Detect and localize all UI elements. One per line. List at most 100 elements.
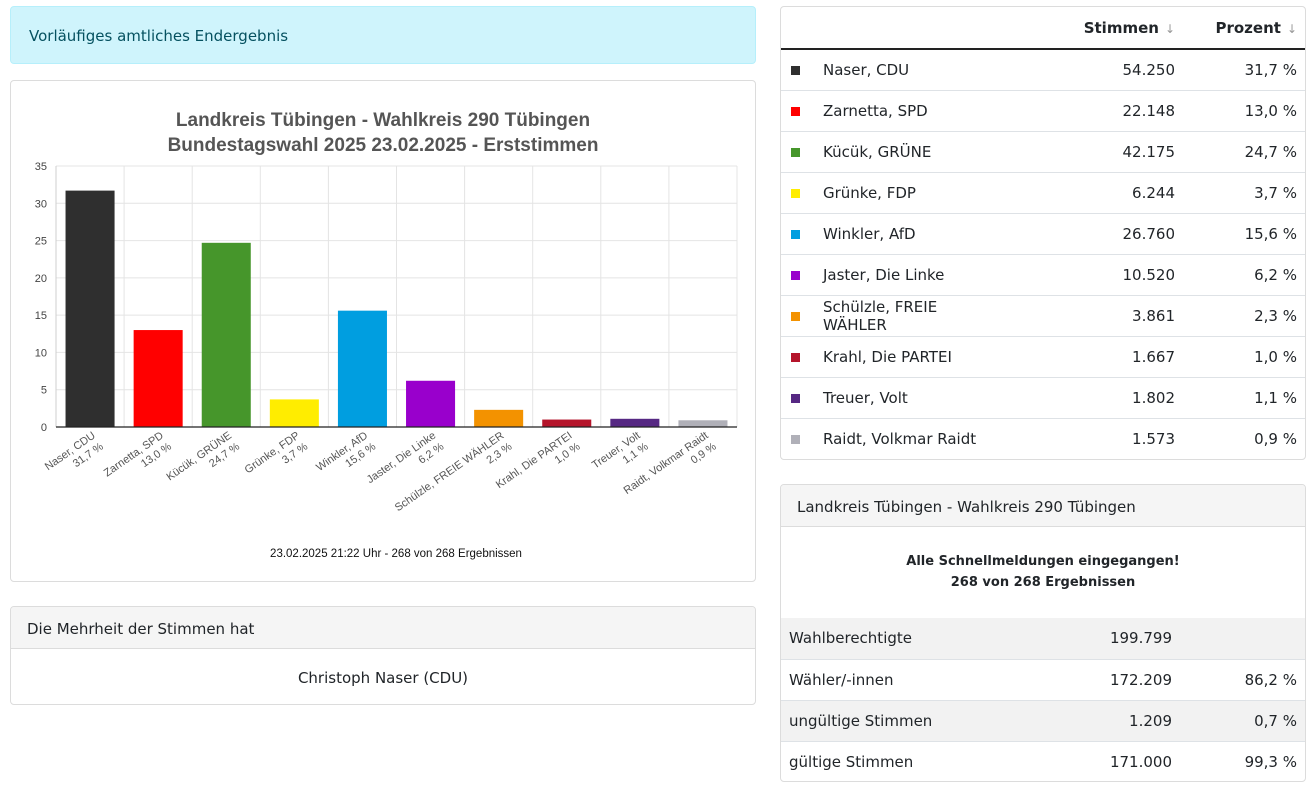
percent-column-label: Prozent: [1215, 18, 1281, 37]
candidate-votes: 1.573: [1132, 429, 1175, 448]
sort-arrow-icon: ↓: [1286, 21, 1297, 36]
results-header-row: Stimmen ↓ Prozent ↓: [781, 7, 1305, 50]
bar-chart: Landkreis Tübingen - Wahlkreis 290 Tübin…: [35, 110, 738, 560]
candidate-percent: 31,7 %: [1183, 49, 1305, 91]
party-color-cell: [781, 213, 815, 255]
chart-bar: [65, 190, 115, 427]
chart-bar: [678, 420, 728, 427]
summary-percent: 99,3 %: [1244, 752, 1297, 771]
result-row: Krahl, Die PARTEI 1.667 1,0 %: [781, 336, 1305, 378]
party-color-swatch: [791, 352, 800, 362]
results-body: Naser, CDU 54.250 31,7 % Zarnetta, SPD 22.14…: [781, 49, 1305, 459]
percent-column-header[interactable]: Prozent ↓: [1183, 7, 1305, 50]
result-row: Winkler, AfD 26.760 15,6 %: [781, 213, 1305, 255]
result-row: Jaster, Die Linke 10.520 6,2 %: [781, 254, 1305, 296]
summary-table: Wahlberechtigte 199.799 Wähler/-innen 172.2…: [781, 618, 1305, 781]
candidate-percent: 2,3 %: [1183, 295, 1305, 337]
party-color-swatch: [791, 311, 800, 321]
votes-column-label: Stimmen: [1083, 18, 1159, 37]
candidate-votes: 26.760: [1013, 213, 1183, 255]
reporting-notice-line1: Alle Schnellmeldungen eingegangen!: [906, 554, 1180, 569]
summary-percent: 0,7 %: [1180, 700, 1305, 742]
results-table: Stimmen ↓ Prozent ↓ Naser, CDU 54.250 31,7 %…: [781, 7, 1305, 459]
y-tick-label: 25: [35, 236, 47, 248]
party-color-cell: [781, 131, 815, 173]
party-color-swatch: [791, 434, 800, 444]
party-color-cell: [781, 377, 815, 419]
candidate-votes: 6.244: [1013, 172, 1183, 214]
party-color-cell: [781, 172, 815, 214]
summary-percent: 86,2 %: [1180, 659, 1305, 701]
party-color-swatch: [791, 229, 800, 239]
summary-label: gültige Stimmen: [789, 752, 914, 771]
results-card: Stimmen ↓ Prozent ↓ Naser, CDU 54.250 31,7 %…: [780, 6, 1306, 460]
candidate-name: Grünke, FDP: [815, 172, 1013, 214]
candidate-percent: 0,9 %: [1254, 429, 1297, 448]
summary-row: Wahlberechtigte 199.799: [781, 618, 1305, 660]
candidate-name: Krahl, Die PARTEI: [815, 336, 1013, 378]
result-row: Naser, CDU 54.250 31,7 %: [781, 49, 1305, 91]
summary-row: Wähler/-innen 172.209 86,2 %: [781, 659, 1305, 701]
result-row: Raidt, Volkmar Raidt 1.573 0,9 %: [781, 418, 1305, 459]
party-color-cell: [781, 336, 815, 378]
votes-column-header[interactable]: Stimmen ↓: [1013, 7, 1183, 50]
party-color-cell: [781, 418, 815, 459]
y-tick-label: 20: [35, 273, 47, 285]
candidate-percent: 3,7 %: [1183, 172, 1305, 214]
sort-arrow-icon: ↓: [1164, 21, 1175, 36]
party-color-cell: [781, 90, 815, 132]
y-tick-label: 10: [35, 347, 47, 359]
candidate-percent: 13,0 %: [1183, 90, 1305, 132]
chart-bar: [542, 419, 592, 427]
y-tick-label: 30: [35, 198, 47, 210]
candidate-name: Kücük, GRÜNE: [815, 131, 1013, 173]
result-row: Zarnetta, SPD 22.148 13,0 %: [781, 90, 1305, 132]
party-color-cell: [781, 49, 815, 91]
color-column-header: [781, 7, 815, 50]
chart-card: Landkreis Tübingen - Wahlkreis 290 Tübin…: [10, 80, 756, 582]
chart-title-line: Bundestagswahl 2025 23.02.2025 - Erststi…: [168, 135, 599, 156]
summary-body: Wahlberechtigte 199.799 Wähler/-innen 172.2…: [781, 618, 1305, 781]
candidate-votes: 54.250: [1013, 49, 1183, 91]
candidate-name: Winkler, AfD: [815, 213, 1013, 255]
candidate-name: Jaster, Die Linke: [815, 254, 1013, 296]
summary-label: Wahlberechtigte: [781, 618, 1020, 660]
party-color-swatch: [791, 65, 800, 75]
candidate-votes: 10.520: [1013, 254, 1183, 296]
candidate-percent: 6,2 %: [1183, 254, 1305, 296]
majority-winner: Christoph Naser (CDU): [297, 669, 469, 687]
chart-bar: [406, 380, 456, 427]
reporting-notice-line2: 268 von 268 Ergebnissen: [950, 575, 1136, 590]
y-tick-label: 0: [41, 422, 47, 434]
candidate-name: Zarnetta, SPD: [815, 90, 1013, 132]
y-tick-label: 15: [35, 310, 47, 322]
x-tick-label: Schülzle, FREIE WÄHLER: [393, 430, 507, 515]
party-color-swatch: [791, 147, 800, 157]
majority-header: Die Mehrheit der Stimmen hat: [11, 607, 755, 649]
candidate-votes: 1.667: [1013, 336, 1183, 378]
chart-bar: [610, 418, 660, 427]
majority-card: Die Mehrheit der Stimmen hat Christoph N…: [10, 606, 756, 705]
party-color-cell: [781, 254, 815, 296]
party-color-swatch: [791, 188, 800, 198]
party-color-swatch: [791, 270, 800, 280]
result-row: Schülzle, FREIE WÄHLER 3.861 2,3 %: [781, 295, 1305, 337]
summary-value: 1.209: [1020, 700, 1180, 742]
candidate-percent: 1,0 %: [1183, 336, 1305, 378]
y-tick-label: 5: [41, 385, 47, 397]
party-color-cell: [781, 295, 815, 337]
summary-label: Wähler/-innen: [781, 659, 1020, 701]
candidate-name: Schülzle, FREIE WÄHLER: [815, 295, 1013, 337]
chart-bar: [474, 409, 524, 427]
summary-row: ungültige Stimmen 1.209 0,7 %: [781, 700, 1305, 742]
party-color-swatch: [791, 106, 800, 116]
candidate-votes: 3.861: [1013, 295, 1183, 337]
candidate-name: Treuer, Volt: [815, 377, 1013, 419]
candidate-percent: 1,1 %: [1183, 377, 1305, 419]
candidate-name: Naser, CDU: [815, 49, 1013, 91]
party-color-swatch: [791, 393, 800, 403]
chart-bar: [201, 242, 251, 427]
chart-title-line: Landkreis Tübingen - Wahlkreis 290 Tübin…: [176, 110, 590, 131]
candidate-votes: 22.148: [1013, 90, 1183, 132]
summary-value: 171.000: [1109, 752, 1172, 771]
